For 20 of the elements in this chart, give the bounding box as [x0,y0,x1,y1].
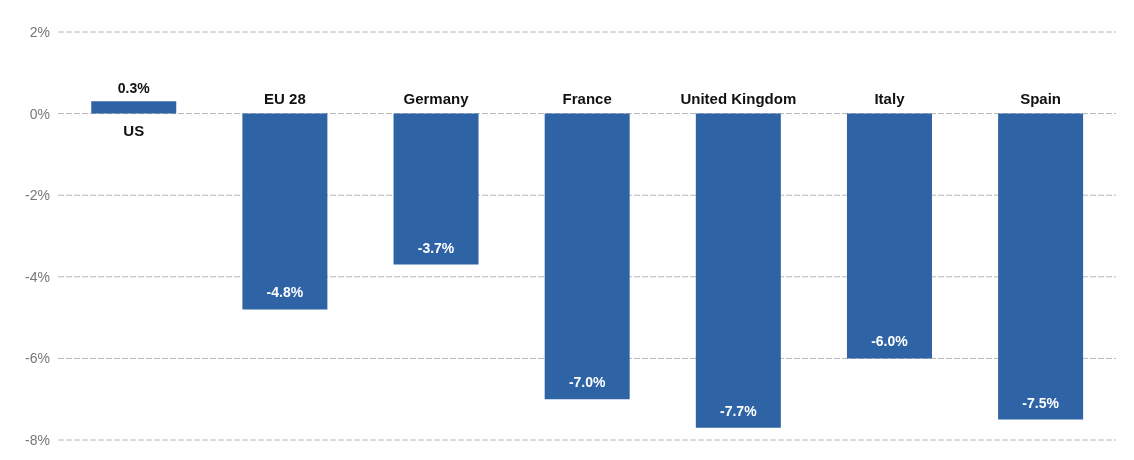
data-label: -3.7% [417,239,455,256]
x-tick-label: EU 28 [264,89,306,107]
data-label: -6.0% [871,333,909,350]
data-label: -7.7% [720,402,758,419]
x-tick-label: France [562,89,612,107]
x-tick-label: Germany [403,89,470,107]
y-tick-label: -2% [25,187,50,204]
data-label: -4.8% [266,284,304,301]
y-tick-label: -4% [25,268,50,285]
y-tick-label: -6% [25,350,50,367]
data-label: -7.5% [1022,394,1060,411]
x-tick-label: United Kingdom [680,89,797,107]
x-tick-label: Spain [1020,89,1062,107]
y-tick-label: 0% [29,105,50,122]
y-tick-label: -8% [25,431,50,448]
x-tick-label: Italy [874,89,906,107]
data-label: -7.0% [568,374,607,391]
x-tick-label: US [123,121,145,139]
y-tick-label: 2% [29,23,50,40]
data-label: 0.3% [117,80,151,97]
